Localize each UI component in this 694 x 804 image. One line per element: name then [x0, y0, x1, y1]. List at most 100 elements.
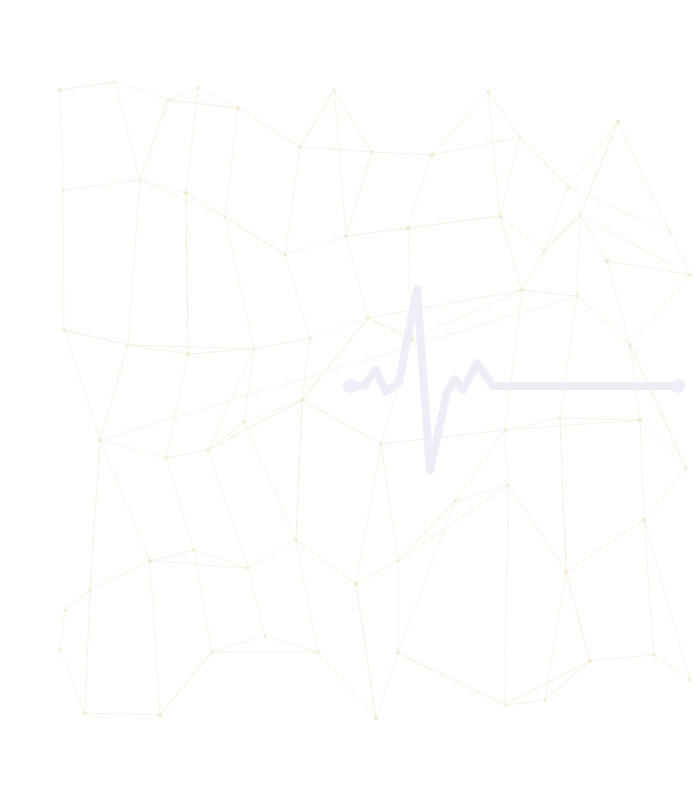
- network-link: [454, 484, 509, 502]
- network-link: [606, 260, 631, 346]
- network-link: [301, 399, 382, 445]
- network-link: [565, 519, 645, 573]
- network-node: [604, 258, 610, 264]
- network-link: [295, 539, 357, 585]
- network-node: [83, 711, 87, 715]
- network-node: [542, 249, 546, 253]
- network-link: [211, 635, 266, 653]
- network-link: [149, 560, 249, 569]
- network-link: [653, 654, 691, 681]
- network-node: [316, 650, 320, 654]
- network-node: [308, 336, 312, 340]
- network-link: [345, 215, 501, 237]
- network-node: [97, 437, 103, 443]
- network-node: [183, 190, 189, 196]
- network-link: [521, 289, 578, 297]
- network-link: [64, 589, 91, 611]
- network-link: [589, 654, 655, 662]
- network-link: [253, 337, 311, 350]
- network-link: [224, 216, 255, 350]
- network-link: [333, 89, 373, 153]
- network-link: [62, 189, 65, 331]
- network-link: [224, 216, 286, 256]
- network-link: [193, 549, 249, 569]
- network-node: [57, 87, 63, 93]
- network-link: [397, 500, 456, 654]
- network-node: [578, 213, 582, 217]
- network-link: [207, 449, 249, 569]
- network-node: [503, 703, 507, 707]
- network-link: [207, 348, 255, 451]
- network-node: [126, 343, 130, 347]
- network-node: [298, 145, 302, 149]
- network-link: [606, 260, 691, 276]
- network-link: [139, 179, 226, 218]
- network-link: [375, 652, 399, 719]
- network-link: [559, 295, 578, 419]
- network-link: [504, 699, 546, 706]
- network-link: [431, 91, 489, 156]
- network-link: [59, 89, 64, 191]
- network-link: [380, 443, 399, 562]
- network-link: [576, 214, 581, 297]
- network-link: [207, 421, 245, 451]
- network-node: [506, 483, 510, 487]
- network-node: [628, 343, 632, 347]
- network-node: [637, 417, 643, 423]
- network-node: [138, 178, 142, 182]
- network-link: [371, 151, 433, 156]
- network-link: [224, 107, 239, 218]
- network-node: [684, 466, 688, 470]
- network-node: [58, 648, 62, 652]
- network-link: [127, 344, 189, 355]
- network-link: [165, 457, 195, 551]
- network-link: [99, 439, 167, 459]
- network-link: [243, 348, 255, 423]
- network-link: [59, 649, 86, 714]
- network-link: [579, 121, 619, 216]
- network-link: [355, 583, 377, 719]
- network-node: [486, 90, 490, 94]
- network-node: [223, 215, 227, 219]
- network-node: [192, 548, 196, 552]
- network-link: [629, 274, 691, 346]
- network-link: [617, 121, 671, 233]
- network-link: [284, 146, 301, 256]
- network-link: [544, 571, 567, 701]
- network-link: [643, 519, 655, 656]
- network-link: [521, 250, 545, 291]
- network-link: [543, 186, 569, 252]
- network-link: [543, 214, 581, 252]
- network-node: [688, 273, 692, 277]
- network-link: [185, 192, 189, 355]
- network-link: [167, 87, 199, 101]
- network-link: [317, 651, 377, 719]
- network-link: [237, 107, 301, 148]
- network-link: [185, 87, 199, 194]
- network-node: [543, 698, 547, 702]
- network-node: [147, 558, 153, 564]
- network-link: [629, 344, 687, 469]
- network-link: [487, 91, 521, 138]
- network-node: [498, 214, 502, 218]
- network-link: [579, 214, 608, 262]
- network-node: [88, 588, 92, 592]
- network-node: [503, 428, 507, 432]
- network-link: [284, 254, 311, 339]
- network-link: [114, 81, 169, 101]
- network-node: [396, 559, 400, 563]
- network-node: [299, 397, 305, 403]
- network-link: [59, 81, 116, 91]
- network-link: [567, 121, 619, 188]
- network-link: [367, 289, 523, 319]
- network-link: [295, 399, 303, 541]
- network-node: [196, 86, 200, 90]
- network-node: [668, 230, 672, 234]
- network-node: [63, 608, 67, 612]
- network-link: [84, 712, 161, 716]
- network-link: [431, 136, 521, 156]
- network-link: [639, 419, 687, 469]
- network-node: [373, 715, 379, 721]
- network-link: [284, 235, 347, 256]
- network-node: [453, 499, 457, 503]
